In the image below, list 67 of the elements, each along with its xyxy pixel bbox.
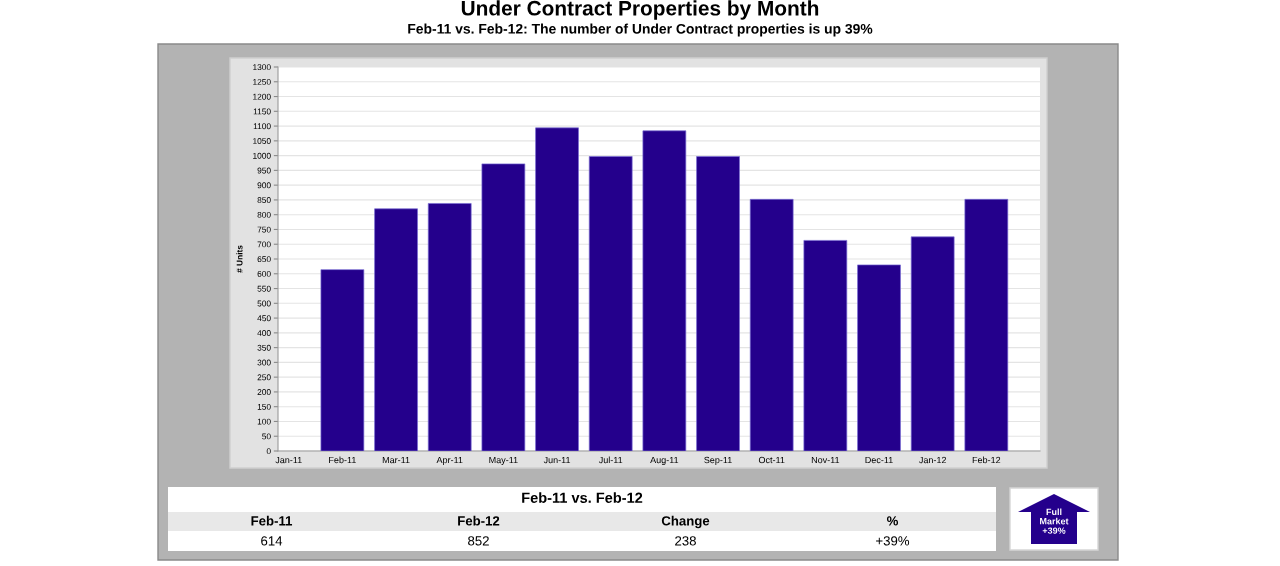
y-tick-label: 250 (257, 374, 271, 381)
x-tick-label: Nov-11 (811, 456, 840, 464)
text: 852 (468, 536, 489, 546)
bar (535, 127, 579, 451)
category-label: Feb-12 (458, 515, 500, 526)
text: +39% (876, 536, 910, 546)
bar (588, 156, 633, 451)
y-tick-label: 50 (262, 433, 271, 440)
bar (910, 236, 955, 451)
y-tick-label: 0 (266, 448, 271, 455)
bar (964, 198, 1009, 451)
x-tick-label: Sep-11 (704, 456, 732, 465)
bar (374, 208, 418, 451)
y-tick-label: 300 (257, 359, 271, 366)
text: 238 (675, 536, 696, 546)
y-tick-label: 1200 (253, 93, 271, 100)
x-tick-label: Jan-11 (275, 456, 302, 464)
text: Feb-11 vs. Feb-12 (522, 492, 643, 503)
x-tick-label: Feb-12 (972, 456, 1001, 464)
y-tick-label: 400 (257, 330, 271, 336)
x-tick-label: Jun-11 (543, 456, 571, 464)
bar (427, 203, 472, 451)
y-tick-label: 100 (257, 418, 271, 425)
bar (696, 156, 740, 451)
chart-title: Under Contract Properties by Month (461, 0, 819, 20)
y-tick-label: 700 (257, 241, 271, 248)
y-tick-label: 950 (257, 167, 271, 174)
y-tick-label: 1000 (253, 152, 271, 159)
y-tick-label: 1050 (253, 138, 271, 144)
bar (320, 269, 365, 451)
bar (481, 163, 526, 451)
y-tick-label: 800 (257, 211, 271, 218)
y-tick-label: 850 (257, 197, 271, 204)
y-tick-label: 750 (257, 226, 271, 233)
y-tick-label: 550 (257, 285, 271, 292)
y-tick-label: 600 (257, 270, 271, 277)
x-tick-label: Jul-11 (598, 456, 623, 464)
x-tick-label: Apr-11 (436, 456, 463, 465)
bar (749, 198, 794, 451)
x-tick-label: Jan-12 (919, 456, 947, 464)
x-tick-label: Oct-11 (758, 456, 785, 464)
y-tick-label: 1300 (253, 64, 271, 71)
y-tick-label: 1250 (253, 78, 271, 85)
y-tick-label: 1100 (253, 123, 271, 130)
category-label: Change (661, 515, 710, 529)
category-label: % (886, 516, 899, 526)
x-tick-label: May-11 (489, 456, 518, 465)
y-tick-label: 350 (257, 344, 271, 351)
y-tick-label: 900 (257, 182, 271, 189)
x-tick-label: Feb-11 (329, 456, 356, 464)
y-axis-title: # Units (236, 245, 243, 273)
y-tick-label: 150 (257, 403, 271, 410)
x-tick-label: Aug-11 (650, 456, 679, 465)
x-tick-label: Dec-11 (865, 456, 893, 464)
bar (857, 264, 901, 451)
bar (803, 240, 848, 451)
chart-subtitle: Feb-11 vs. Feb-12: The number of Under Contract properties is up 39% (408, 23, 873, 37)
y-tick-label: 650 (257, 256, 271, 263)
category-label: Feb-11 (251, 515, 293, 526)
text: 614 (261, 536, 283, 546)
y-tick-label: 1150 (253, 108, 271, 115)
bar (642, 130, 687, 451)
text: Full Market +39% (1040, 508, 1069, 534)
x-tick-label: Mar-11 (382, 456, 410, 464)
y-tick-label: 500 (257, 300, 271, 307)
y-tick-label: 450 (257, 315, 271, 322)
y-tick-label: 200 (257, 389, 271, 396)
